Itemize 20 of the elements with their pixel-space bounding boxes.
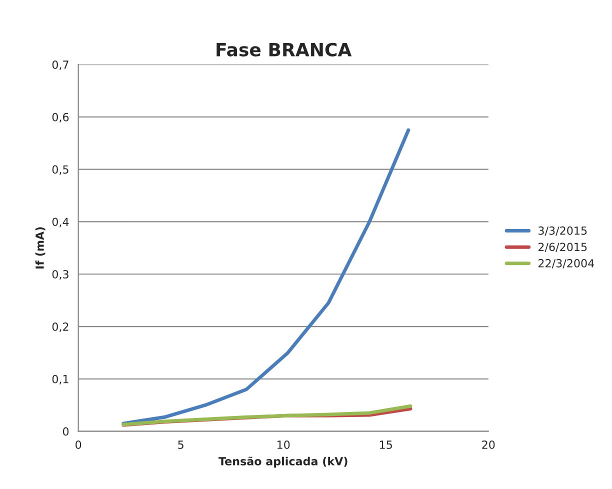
- x-tick-label: 0: [76, 440, 82, 449]
- y-axis-title: If (mA): [35, 227, 46, 268]
- x-tick-label: 15: [380, 440, 392, 449]
- y-tick-label: 0,7: [52, 60, 68, 70]
- y-tick-label: 0,1: [52, 374, 68, 384]
- y-tick-label: 0: [62, 427, 69, 436]
- legend-label: 2/6/2015: [538, 242, 587, 252]
- chart-title: Fase BRANCA: [216, 42, 352, 56]
- y-tick-label: 0,6: [52, 112, 69, 122]
- y-tick-label: 0,4: [52, 218, 69, 228]
- line-series: [122, 128, 410, 426]
- x-tick-label: 10: [278, 440, 290, 449]
- legend-label: 3/3/2015: [538, 226, 587, 236]
- y-tick-label: 0,3: [52, 270, 68, 280]
- legend-label: 22/3/2004: [538, 259, 594, 268]
- y-tick-label: 0,5: [52, 165, 68, 175]
- x-tick-label: 20: [482, 440, 495, 449]
- x-tick-label: 5: [178, 440, 184, 449]
- y-tick-label: 0,2: [52, 322, 68, 332]
- x-axis-title: Tensão aplicada (kV): [218, 456, 348, 468]
